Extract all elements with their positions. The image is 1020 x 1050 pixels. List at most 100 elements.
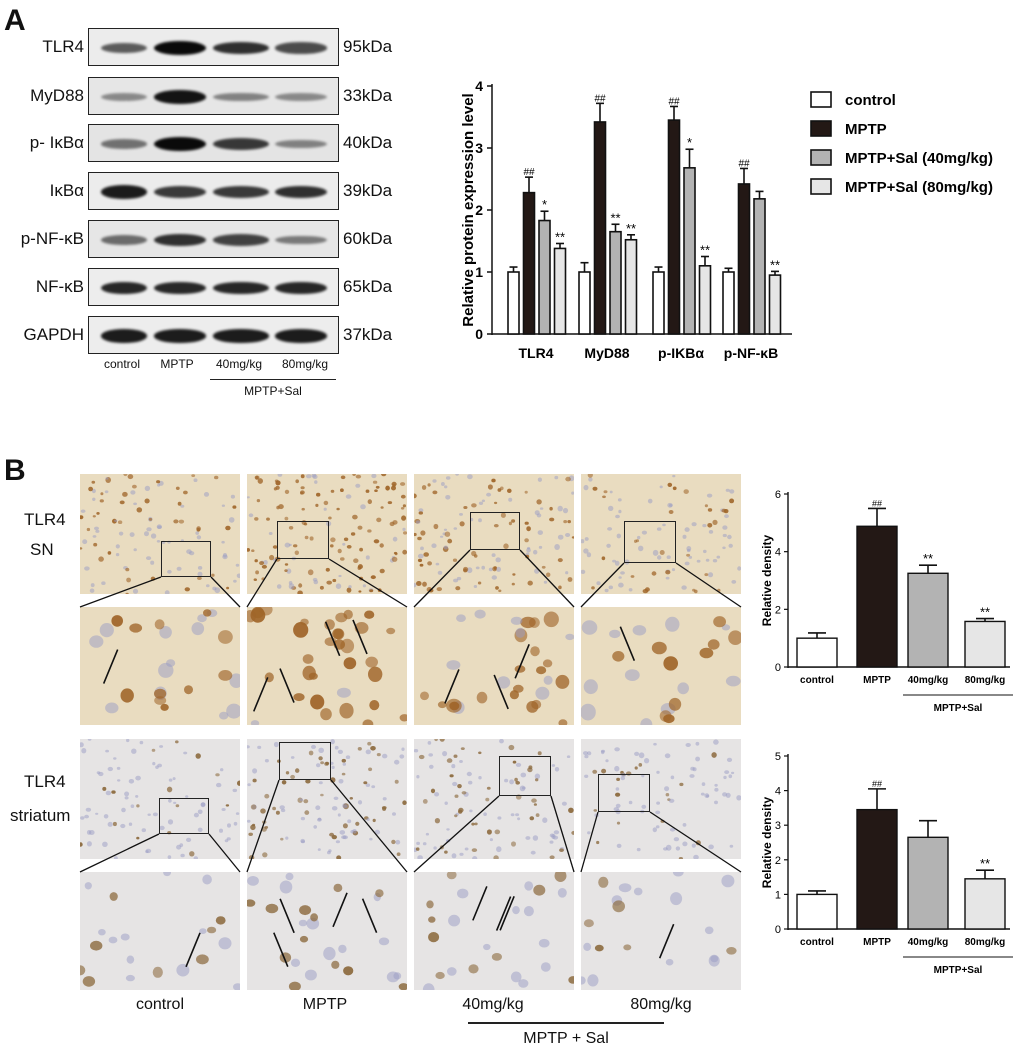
cell-nucleus xyxy=(221,504,225,507)
cell-nucleus xyxy=(526,526,531,532)
cell-nucleus xyxy=(704,926,714,935)
cell-nucleus xyxy=(614,765,620,772)
arrow-indicator xyxy=(273,932,289,968)
cell-nucleus xyxy=(324,761,329,766)
blot-band xyxy=(275,93,327,101)
cell-nucleus xyxy=(94,526,99,531)
cell-nucleus xyxy=(416,581,422,586)
zoom-connector xyxy=(208,833,241,873)
cell-nucleus xyxy=(285,771,290,775)
cell-nucleus xyxy=(339,702,354,719)
cell-nucleus xyxy=(511,582,515,586)
bar-1 xyxy=(856,525,898,668)
cell-nucleus xyxy=(385,485,390,491)
cell-nucleus xyxy=(284,516,289,521)
cell-nucleus xyxy=(135,775,141,781)
cell-nucleus xyxy=(268,532,273,535)
cell-nucleus xyxy=(678,857,683,859)
row1-label-tlr4: TLR4 xyxy=(24,510,66,529)
cell-nucleus xyxy=(331,960,340,969)
cell-nucleus xyxy=(549,855,555,859)
cell-nucleus xyxy=(571,830,574,835)
cell-nucleus xyxy=(338,944,347,954)
arrow-indicator xyxy=(352,619,368,655)
cell-nucleus xyxy=(197,571,203,577)
cell-nucleus xyxy=(534,510,540,516)
cell-nucleus xyxy=(319,585,324,590)
cell-nucleus xyxy=(331,806,338,811)
cell-nucleus xyxy=(399,714,407,722)
cell-nucleus xyxy=(236,573,240,579)
cell-nucleus xyxy=(535,778,539,782)
cell-nucleus xyxy=(127,474,134,480)
blot-strip-1 xyxy=(88,77,339,115)
zoom-region-box xyxy=(499,756,551,796)
blot-band xyxy=(101,281,147,295)
cell-nucleus xyxy=(598,876,609,888)
bar-3 xyxy=(964,878,1006,930)
cell-nucleus xyxy=(300,816,305,821)
cell-nucleus xyxy=(247,876,259,886)
cell-nucleus xyxy=(584,774,589,778)
cell-nucleus xyxy=(398,983,407,990)
cell-nucleus xyxy=(673,837,680,842)
cell-nucleus xyxy=(164,590,170,594)
cell-nucleus xyxy=(299,798,304,802)
cell-nucleus xyxy=(659,710,672,722)
cell-nucleus xyxy=(300,474,305,479)
cell-nucleus xyxy=(581,539,585,544)
cell-nucleus xyxy=(593,809,598,812)
cell-nucleus xyxy=(123,474,128,477)
cell-nucleus xyxy=(557,534,564,540)
cell-nucleus xyxy=(592,769,598,774)
legend-label: control xyxy=(845,92,896,109)
blot-band xyxy=(213,234,269,246)
cell-nucleus xyxy=(141,828,146,833)
cell-nucleus xyxy=(269,554,275,561)
cell-nucleus xyxy=(581,569,586,574)
sn-micrograph xyxy=(247,474,407,594)
cell-nucleus xyxy=(154,688,167,699)
cell-nucleus xyxy=(228,517,235,523)
cell-nucleus xyxy=(543,675,553,685)
cell-nucleus xyxy=(382,806,387,811)
arrow-indicator xyxy=(279,668,295,703)
cell-nucleus xyxy=(193,856,198,859)
cell-nucleus xyxy=(443,528,448,531)
cell-nucleus xyxy=(647,498,653,504)
cell-nucleus xyxy=(297,590,303,594)
cell-nucleus xyxy=(136,804,140,808)
cell-nucleus xyxy=(312,474,318,479)
density-chart-striatum: 0 1 2 3 4 5 Relative density control ## MPTP 40mg/… xyxy=(760,751,1013,976)
cell-nucleus xyxy=(494,501,498,505)
cell-nucleus xyxy=(683,489,689,494)
cell-nucleus xyxy=(342,804,348,808)
cell-nucleus xyxy=(665,576,670,580)
cell-nucleus xyxy=(369,589,374,593)
cell-nucleus xyxy=(252,768,258,774)
cell-nucleus xyxy=(255,570,259,575)
cell-nucleus xyxy=(707,639,720,650)
y-tick-label: 4 xyxy=(475,78,483,94)
blot-strip-2 xyxy=(88,124,339,162)
blot-band xyxy=(275,139,327,149)
cell-nucleus xyxy=(176,963,190,977)
cell-nucleus xyxy=(615,514,620,519)
cell-nucleus xyxy=(82,976,96,987)
significance-mark: ## xyxy=(594,93,606,104)
cell-nucleus xyxy=(446,758,453,763)
cell-nucleus xyxy=(704,504,708,508)
cell-nucleus xyxy=(668,510,674,514)
cell-nucleus xyxy=(726,947,737,955)
blot-strip-5 xyxy=(88,268,339,306)
cell-nucleus xyxy=(725,675,741,687)
cell-nucleus xyxy=(714,787,719,792)
cell-nucleus xyxy=(554,475,559,480)
cell-nucleus xyxy=(594,944,604,952)
cell-nucleus xyxy=(565,533,571,537)
cell-nucleus xyxy=(701,782,706,786)
cell-nucleus xyxy=(536,666,547,675)
cell-nucleus xyxy=(684,561,690,566)
cell-nucleus xyxy=(279,805,285,810)
blot-band xyxy=(275,281,327,295)
